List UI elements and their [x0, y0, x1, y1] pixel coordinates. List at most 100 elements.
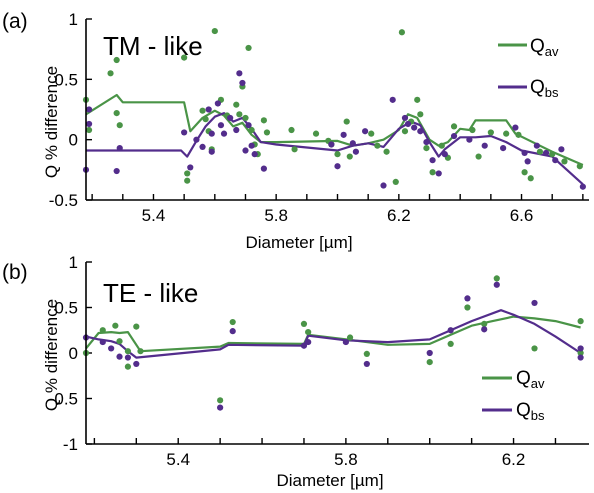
data-point-purple-a [114, 168, 120, 174]
data-point-green-a [374, 143, 380, 149]
data-point-green-a [368, 131, 374, 137]
data-point-green-b [305, 329, 311, 335]
panel-a-title: TM - like [103, 31, 203, 61]
data-point-green-a [114, 110, 120, 116]
panel-b-label: (b) [2, 261, 28, 284]
data-point-purple-b [531, 300, 537, 306]
data-point-green-a [347, 153, 353, 159]
legend-b-qbs-name: Q [516, 400, 531, 421]
y-tick-label-b: -0.5 [49, 390, 78, 409]
data-point-green-a [528, 175, 534, 181]
legend-a-qbs-name: Q [530, 77, 545, 98]
data-point-purple-a [466, 137, 472, 143]
panel-b: (b) TE - like Q % difference Diameter [µ… [2, 253, 589, 490]
data-point-purple-a [117, 145, 123, 151]
data-point-purple-a [521, 150, 527, 156]
x-tick-label-a: 5.8 [264, 206, 288, 225]
legend-b-qbs-label: Qbs [516, 400, 545, 423]
data-point-green-b [427, 359, 433, 365]
data-point-purple-a [206, 106, 212, 112]
legend-a-qbs-label: Qbs [530, 77, 559, 100]
data-point-green-b [481, 321, 487, 327]
data-point-purple-a [580, 184, 586, 190]
data-point-purple-a [543, 150, 549, 156]
data-point-green-a [203, 116, 209, 122]
data-point-purple-a [482, 143, 488, 149]
data-point-green-a [334, 151, 340, 157]
data-point-purple-a [341, 132, 347, 138]
y-tick-label-a: 1 [69, 10, 78, 29]
data-point-purple-a [86, 106, 92, 112]
data-point-green-a [488, 129, 494, 135]
panel-a-label: (a) [2, 10, 28, 33]
x-tick-label-b: 5.8 [334, 450, 358, 469]
data-point-purple-a [199, 144, 205, 150]
data-point-green-a [264, 129, 270, 135]
data-point-green-a [439, 143, 445, 149]
data-point-purple-b [125, 354, 131, 360]
x-tick-label-a: 6.6 [510, 206, 534, 225]
data-point-purple-a [451, 133, 457, 139]
data-point-green-a [117, 122, 123, 128]
y-tick-label-b: -1 [63, 435, 78, 454]
data-point-green-a [245, 45, 251, 51]
data-point-green-a [184, 170, 190, 176]
data-point-purple-a [390, 97, 396, 103]
data-point-purple-a [239, 80, 245, 86]
data-point-purple-a [209, 149, 215, 155]
data-point-green-a [414, 97, 420, 103]
data-point-green-a [313, 131, 319, 137]
panel-b-title: TE - like [103, 278, 198, 308]
y-tick-label-b: 0 [69, 344, 78, 363]
data-point-green-a [537, 149, 543, 155]
data-point-green-a [399, 29, 405, 35]
data-point-purple-a [558, 146, 564, 152]
data-point-green-a [291, 146, 297, 152]
data-point-green-a [184, 178, 190, 184]
data-point-purple-b [427, 350, 433, 356]
data-point-purple-a [417, 128, 423, 134]
data-point-purple-b [217, 405, 223, 411]
data-point-green-a [402, 128, 408, 134]
data-point-purple-a [242, 147, 248, 153]
data-point-green-a [521, 169, 527, 175]
data-point-purple-a [429, 157, 435, 163]
data-point-green-b [230, 319, 236, 325]
panel-b-legend: Qav Qbs [482, 368, 545, 423]
data-point-purple-a [328, 141, 334, 147]
data-point-green-a [107, 70, 113, 76]
data-point-green-a [236, 111, 242, 117]
data-point-purple-b [494, 282, 500, 288]
data-point-purple-a [512, 125, 518, 131]
panel-b-xlabel: Diameter [µm] [276, 471, 383, 490]
data-point-purple-a [350, 140, 356, 146]
data-point-green-a [288, 127, 294, 133]
data-point-green-a [393, 179, 399, 185]
data-point-purple-a [436, 170, 442, 176]
data-point-green-b [112, 323, 118, 329]
data-point-purple-a [442, 151, 448, 157]
data-point-green-a [469, 127, 475, 133]
data-point-purple-b [578, 354, 584, 360]
data-point-purple-a [380, 182, 386, 188]
data-point-purple-a [411, 125, 417, 131]
data-point-green-a [212, 28, 218, 34]
data-point-purple-b [116, 354, 122, 360]
data-point-purple-a [181, 129, 187, 135]
data-point-purple-b [481, 326, 487, 332]
data-point-green-a [515, 132, 521, 138]
y-tick-label-a: 0.5 [54, 70, 78, 89]
data-point-green-b [578, 318, 584, 324]
data-point-purple-a [209, 131, 215, 137]
legend-b-qbs-sub: bs [531, 408, 545, 423]
data-point-green-a [429, 169, 435, 175]
data-point-purple-a [236, 70, 242, 76]
data-point-purple-a [534, 143, 540, 149]
data-point-purple-a [221, 131, 227, 137]
data-point-green-b [100, 327, 106, 333]
data-point-green-a [383, 149, 389, 155]
data-point-purple-a [215, 100, 221, 106]
data-point-purple-b [578, 345, 584, 351]
y-tick-label-a: 0 [69, 131, 78, 150]
series-line-green-b [86, 317, 581, 352]
